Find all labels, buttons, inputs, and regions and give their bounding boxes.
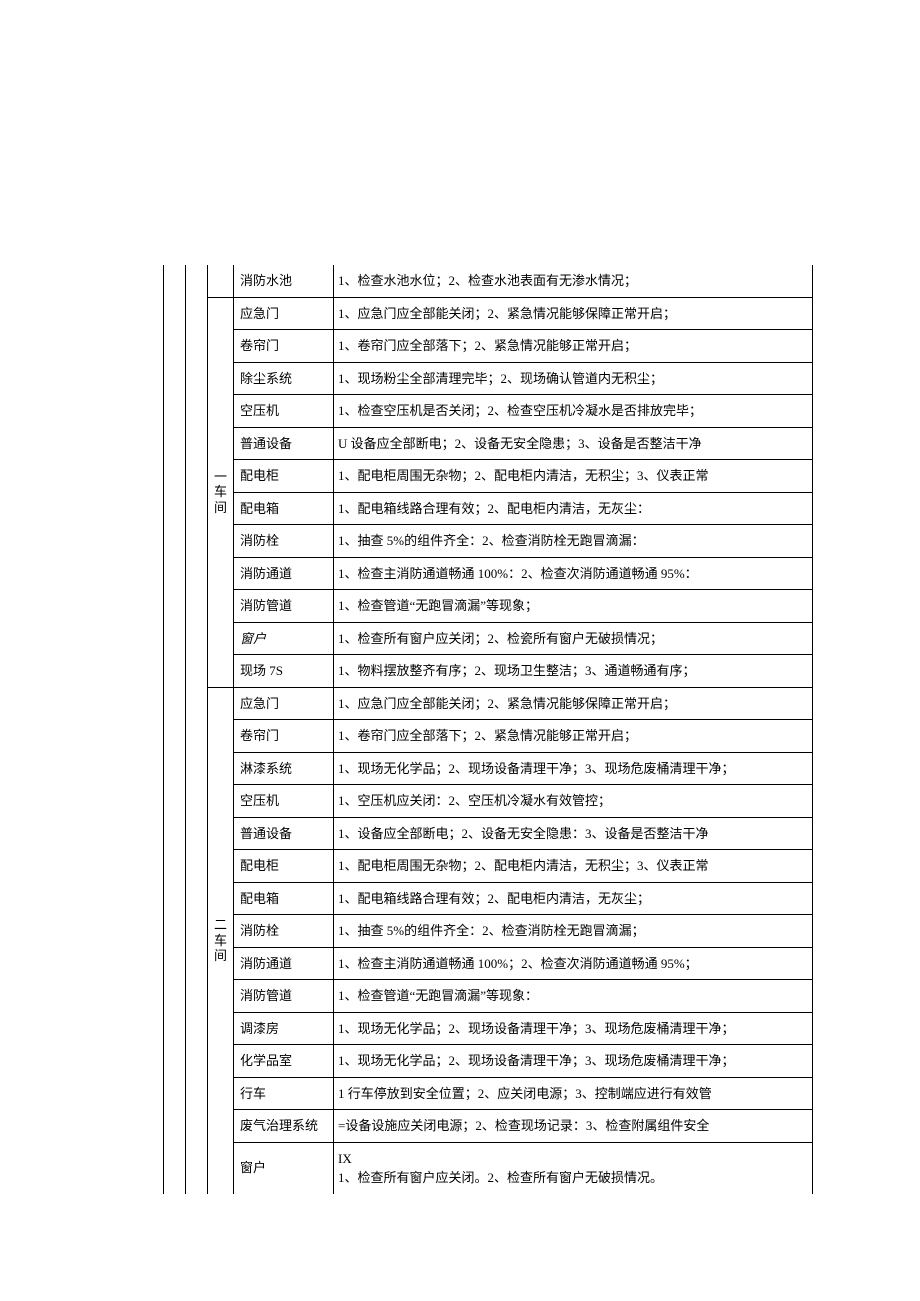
- table-row: 淋漆系统1、现场无化学品；2、现场设备清理干净；3、现场危废桶清理干净；: [164, 752, 813, 785]
- item-description: 1、配电柜周围无杂物；2、配电柜内清洁，无积尘；3、仪表正常: [334, 850, 813, 883]
- item-name: 空压机: [234, 785, 334, 818]
- item-description: 1、配电柜周围无杂物；2、配电柜内清洁，无积尘；3、仪表正常: [334, 460, 813, 493]
- item-name: 消防管道: [234, 590, 334, 623]
- item-description: 1、检查管道“无跑冒滴漏”等现象：: [334, 980, 813, 1013]
- item-description: 1、检查所有窗户应关闭；2、检瓷所有窗户无破损情况；: [334, 622, 813, 655]
- item-name: 卷帘门: [234, 720, 334, 753]
- item-name: 消防栓: [234, 525, 334, 558]
- item-name: 废气治理系统: [234, 1110, 334, 1143]
- section-label: [208, 265, 234, 297]
- table-row: 配电箱1、配电箱线路合理有效；2、配电柜内清洁，无灰尘；: [164, 882, 813, 915]
- item-description: =设备设施应关闭电源；2、检查现场记录：3、检查附属组件安全: [334, 1110, 813, 1143]
- table-row: 配电柜1、配电柜周围无杂物；2、配电柜内清洁，无积尘；3、仪表正常: [164, 850, 813, 883]
- item-description: 1 行车停放到安全位置；2、应关闭电源；3、控制端应进行有效管: [334, 1077, 813, 1110]
- table-row: 消防水池1、检查水池水位；2、检查水池表面有无渗水情况；: [164, 265, 813, 297]
- table-row: 现场 7S1、物料摆放整齐有序；2、现场卫生整洁；3、通道畅通有序；: [164, 655, 813, 688]
- item-description: 1、配电箱线路合理有效；2、配电柜内清洁，无灰尘：: [334, 492, 813, 525]
- item-description: 1、应急门应全部能关闭；2、紧急情况能够保障正常开启；: [334, 687, 813, 720]
- table-body: 消防水池1、检查水池水位；2、检查水池表面有无渗水情况；一车间应急门1、应急门应…: [164, 265, 813, 1194]
- table-row: 空压机1、空压机应关闭：2、空压机冷凝水有效管控；: [164, 785, 813, 818]
- item-description: U 设备应全部断电；2、设备无安全隐患；3、设备是否整洁干净: [334, 427, 813, 460]
- item-name: 消防栓: [234, 915, 334, 948]
- item-description: 1、检查主消防通道畅通 100%：2、检查次消防通道畅通 95%：: [334, 557, 813, 590]
- table-row: 废气治理系统=设备设施应关闭电源；2、检查现场记录：3、检查附属组件安全: [164, 1110, 813, 1143]
- item-description: 1、检查空压机是否关闭；2、检查空压机冷凝水是否排放完毕；: [334, 395, 813, 428]
- item-name: 配电箱: [234, 882, 334, 915]
- item-description: 1、检查管道“无跑冒滴漏”等现象；: [334, 590, 813, 623]
- inspection-table-wrapper: 消防水池1、检查水池水位；2、检查水池表面有无渗水情况；一车间应急门1、应急门应…: [163, 265, 813, 1194]
- table-row: 窗户1、检查所有窗户应关闭；2、检瓷所有窗户无破损情况；: [164, 622, 813, 655]
- item-name: 消防水池: [234, 265, 334, 297]
- item-name: 淋漆系统: [234, 752, 334, 785]
- item-description: 1、检查主消防通道畅通 100%；2、检查次消防通道畅通 95%；: [334, 947, 813, 980]
- item-name: 应急门: [234, 687, 334, 720]
- table-row: 消防栓1、抽查 5%的组件齐全：2、检查消防栓无跑冒滴漏：: [164, 525, 813, 558]
- table-row: 普通设备U 设备应全部断电；2、设备无安全隐患；3、设备是否整洁干净: [164, 427, 813, 460]
- item-name: 行车: [234, 1077, 334, 1110]
- table-row: 化学品室1、现场无化学品；2、现场设备清理干净；3、现场危废桶清理干净；: [164, 1045, 813, 1078]
- table-row: 卷帘门1、卷帘门应全部落下；2、紧急情况能够正常开启；: [164, 720, 813, 753]
- item-description: 1、抽查 5%的组件齐全：2、检查消防栓无跑冒滴漏；: [334, 915, 813, 948]
- item-name: 窗户: [234, 1142, 334, 1194]
- item-name: 配电柜: [234, 460, 334, 493]
- blank-col-1: [164, 265, 186, 1194]
- item-description: 1、卷帘门应全部落下；2、紧急情况能够正常开启；: [334, 330, 813, 363]
- item-description: 1、物料摆放整齐有序；2、现场卫生整洁；3、通道畅通有序；: [334, 655, 813, 688]
- item-description: 1、应急门应全部能关闭；2、紧急情况能够保障正常开启；: [334, 297, 813, 330]
- item-description: 1、现场无化学品；2、现场设备清理干净；3、现场危废桶清理干净；: [334, 1045, 813, 1078]
- section-label: 一车间: [208, 297, 234, 687]
- table-row: 二车间应急门1、应急门应全部能关闭；2、紧急情况能够保障正常开启；: [164, 687, 813, 720]
- table-row: 行车1 行车停放到安全位置；2、应关闭电源；3、控制端应进行有效管: [164, 1077, 813, 1110]
- item-description: 1、设备应全部断电；2、设备无安全隐患：3、设备是否整洁干净: [334, 817, 813, 850]
- table-row: 消防栓1、抽查 5%的组件齐全：2、检查消防栓无跑冒滴漏；: [164, 915, 813, 948]
- item-name: 普通设备: [234, 427, 334, 460]
- item-name: 应急门: [234, 297, 334, 330]
- item-description: IX1、检查所有窗户应关闭。2、检查所有窗户无破损情况。: [334, 1142, 813, 1194]
- item-name: 现场 7S: [234, 655, 334, 688]
- table-row: 调漆房1、现场无化学品；2、现场设备清理干净；3、现场危废桶清理干净；: [164, 1012, 813, 1045]
- item-description: 1、抽查 5%的组件齐全：2、检查消防栓无跑冒滴漏：: [334, 525, 813, 558]
- item-name: 窗户: [234, 622, 334, 655]
- item-name: 消防管道: [234, 980, 334, 1013]
- item-name: 普通设备: [234, 817, 334, 850]
- blank-col-2: [186, 265, 208, 1194]
- table-row: 消防通道1、检查主消防通道畅通 100%：2、检查次消防通道畅通 95%：: [164, 557, 813, 590]
- item-name: 空压机: [234, 395, 334, 428]
- item-description: 1、卷帘门应全部落下；2、紧急情况能够正常开启；: [334, 720, 813, 753]
- table-row: 配电箱1、配电箱线路合理有效；2、配电柜内清洁，无灰尘：: [164, 492, 813, 525]
- item-description: 1、空压机应关闭：2、空压机冷凝水有效管控；: [334, 785, 813, 818]
- table-row: 消防通道1、检查主消防通道畅通 100%；2、检查次消防通道畅通 95%；: [164, 947, 813, 980]
- item-name: 配电柜: [234, 850, 334, 883]
- item-description: 1、现场无化学品；2、现场设备清理干净；3、现场危废桶清理干净；: [334, 752, 813, 785]
- table-row: 消防管道1、检查管道“无跑冒滴漏”等现象：: [164, 980, 813, 1013]
- item-name: 消防通道: [234, 947, 334, 980]
- item-description: 1、检查水池水位；2、检查水池表面有无渗水情况；: [334, 265, 813, 297]
- table-row: 卷帘门1、卷帘门应全部落下；2、紧急情况能够正常开启；: [164, 330, 813, 363]
- item-name: 调漆房: [234, 1012, 334, 1045]
- table-row: 配电柜1、配电柜周围无杂物；2、配电柜内清洁，无积尘；3、仪表正常: [164, 460, 813, 493]
- item-name: 化学品室: [234, 1045, 334, 1078]
- item-description: 1、现场粉尘全部清理完毕；2、现场确认管道内无积尘；: [334, 362, 813, 395]
- item-name: 除尘系统: [234, 362, 334, 395]
- table-row: 普通设备1、设备应全部断电；2、设备无安全隐患：3、设备是否整洁干净: [164, 817, 813, 850]
- item-name: 配电箱: [234, 492, 334, 525]
- inspection-table: 消防水池1、检查水池水位；2、检查水池表面有无渗水情况；一车间应急门1、应急门应…: [163, 265, 813, 1194]
- table-row: 空压机1、检查空压机是否关闭；2、检查空压机冷凝水是否排放完毕；: [164, 395, 813, 428]
- item-name: 消防通道: [234, 557, 334, 590]
- table-row: 除尘系统1、现场粉尘全部清理完毕；2、现场确认管道内无积尘；: [164, 362, 813, 395]
- item-name: 卷帘门: [234, 330, 334, 363]
- table-row: 窗户IX1、检查所有窗户应关闭。2、检查所有窗户无破损情况。: [164, 1142, 813, 1194]
- table-row: 消防管道1、检查管道“无跑冒滴漏”等现象；: [164, 590, 813, 623]
- item-description: 1、配电箱线路合理有效；2、配电柜内清洁，无灰尘；: [334, 882, 813, 915]
- item-description: 1、现场无化学品；2、现场设备清理干净；3、现场危废桶清理干净；: [334, 1012, 813, 1045]
- section-label: 二车间: [208, 687, 234, 1194]
- table-row: 一车间应急门1、应急门应全部能关闭；2、紧急情况能够保障正常开启；: [164, 297, 813, 330]
